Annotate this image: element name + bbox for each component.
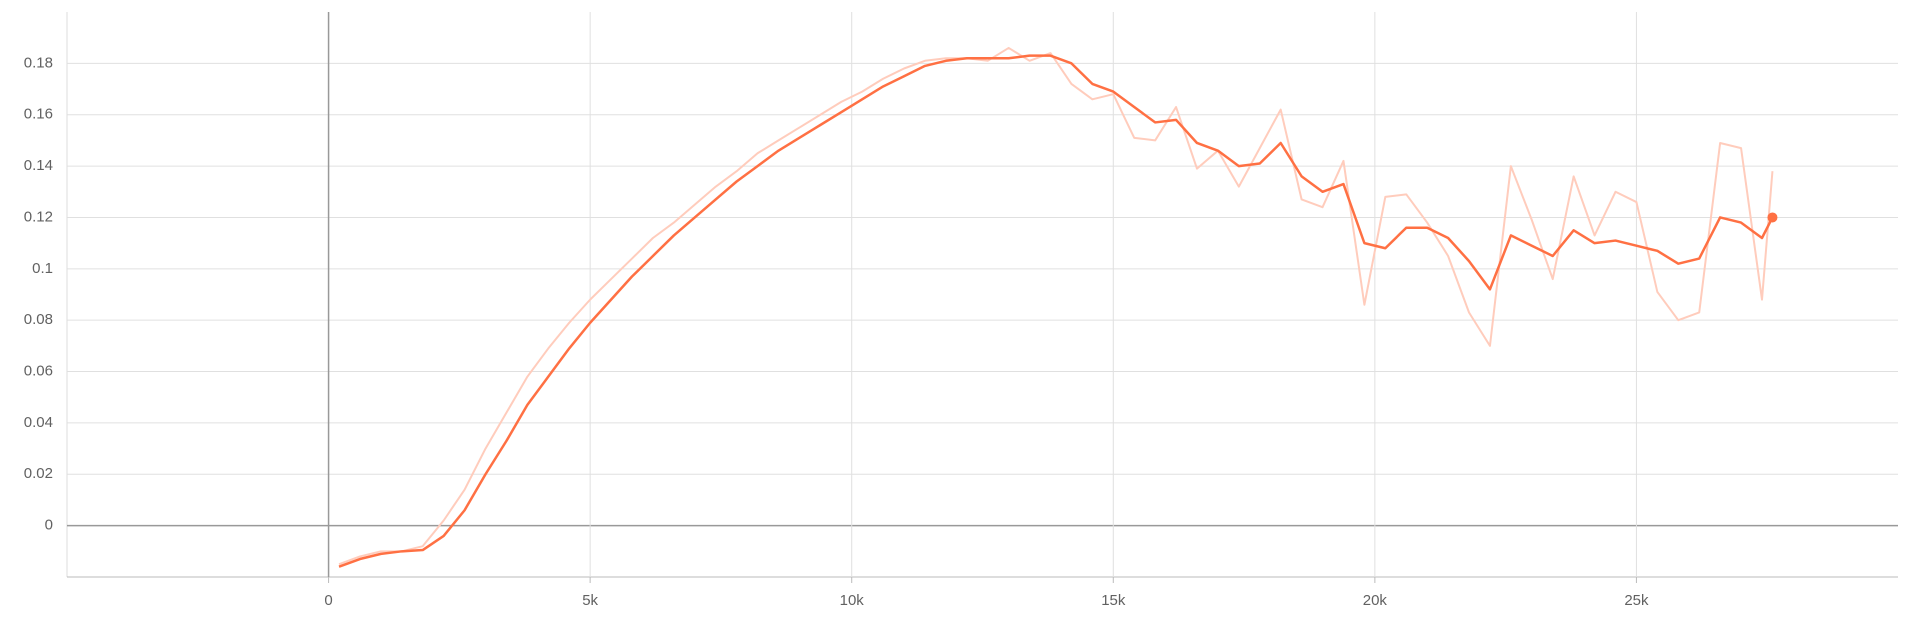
smoothed-line [338,54,1774,568]
x-tick-label: 10k [840,592,865,609]
x-tick-label: 5k [582,592,598,609]
y-tick-label: 0.08 [24,311,53,328]
last-point [1767,212,1778,223]
y-tick-label: 0.18 [24,54,53,71]
x-tick-label: 25k [1624,592,1649,609]
y-tick-label: 0.14 [24,157,53,174]
raw-line [338,46,1774,566]
y-tick-label: 0.1 [32,260,53,277]
y-tick-label: 0.12 [24,208,53,225]
y-tick-label: 0.02 [24,465,53,482]
y-tick-label: 0 [45,517,53,534]
y-tick-label: 0.06 [24,363,53,380]
x-tick-label: 15k [1101,592,1126,609]
x-tick-label: 20k [1363,592,1388,609]
y-tick-label: 0.16 [24,106,53,123]
x-tick-label: 0 [324,592,332,609]
y-tick-label: 0.04 [24,414,53,431]
